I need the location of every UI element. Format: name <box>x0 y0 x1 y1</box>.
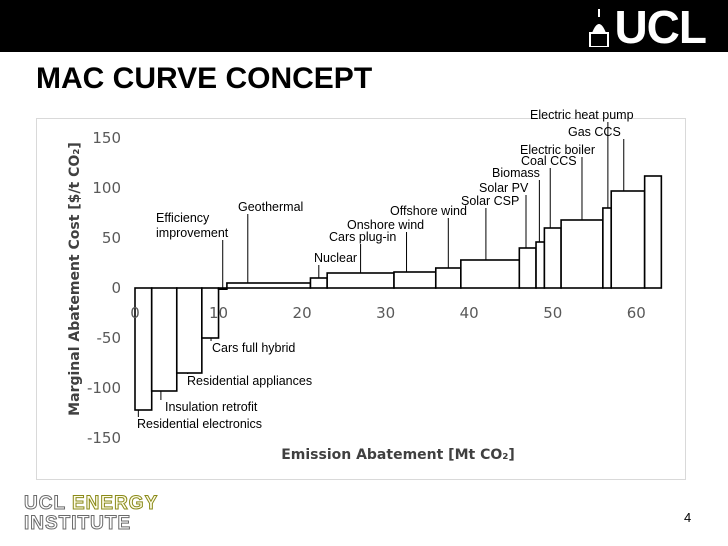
x-tick-label-1: 10 <box>209 304 228 322</box>
measure-label-8: Onshore wind <box>347 218 424 232</box>
measure-label-11: Solar PV <box>479 181 529 195</box>
bar-5 <box>226 282 312 289</box>
measure-label-0: Residential electronics <box>137 417 262 431</box>
y-axis-label: Marginal Abatement Cost [$/t CO₂] <box>67 142 83 416</box>
measure-label-10: Solar CSP <box>461 194 519 208</box>
chart-frame <box>36 118 686 480</box>
bar-12 <box>535 241 546 289</box>
measure-label-9: Offshore wind <box>390 204 467 218</box>
measure-label-16: Gas CCS <box>568 125 621 139</box>
ucl-logo-text: UCL <box>614 1 707 53</box>
bar-10 <box>460 259 521 289</box>
x-tick-label-3: 30 <box>376 304 395 322</box>
bar-6 <box>309 277 328 289</box>
x-tick-label-0: 0 <box>130 304 140 322</box>
x-tick-label-4: 40 <box>460 304 479 322</box>
bar-13 <box>543 227 562 289</box>
x-tick-label-5: 50 <box>543 304 562 322</box>
y-tick-label-5: -100 <box>87 379 121 397</box>
y-tick-label-2: 50 <box>102 229 121 247</box>
measure-label-12: Biomass <box>492 166 540 180</box>
bar-1 <box>150 287 178 392</box>
bar-17 <box>643 175 663 289</box>
bar-14 <box>560 219 604 289</box>
y-tick-label-6: -150 <box>87 429 121 447</box>
bar-7 <box>326 272 395 289</box>
measure-label-7: Cars plug-in <box>329 230 396 244</box>
measure-label-4: Efficiency improvement <box>156 211 229 240</box>
measure-label-5: Geothermal <box>238 200 303 214</box>
measure-label-2: Residential appliances <box>187 374 312 388</box>
measure-label-6: Nuclear <box>314 251 357 265</box>
ucl-energy-institute-logo: UCL ENERGY INSTITUTE <box>23 493 159 534</box>
ucl-logo: UCL <box>588 1 707 53</box>
bar-8 <box>393 271 437 289</box>
bar-16 <box>610 190 646 289</box>
footer-logo-institute: INSTITUTE <box>23 513 132 534</box>
bar-4 <box>217 287 228 291</box>
bar-3 <box>201 287 220 339</box>
axis-layer: 150 100 50 0 -50 -100 -150 0 10 20 30 40 50 60 Emissio… <box>67 129 646 463</box>
footer-logo-ucl: UCL <box>24 493 66 514</box>
measure-label-13: Coal CCS <box>521 154 577 168</box>
x-tick-label-6: 60 <box>627 304 646 322</box>
y-tick-label-3: 0 <box>111 279 121 297</box>
bar-11 <box>518 247 537 289</box>
bar-2 <box>175 287 203 374</box>
measure-label-15: Electric heat pump <box>530 108 634 122</box>
bar-15 <box>602 207 613 289</box>
measure-label-14: Electric boiler <box>520 143 595 157</box>
y-tick-label-0: 150 <box>92 129 121 147</box>
x-tick-label-2: 20 <box>293 304 312 322</box>
footer-logo-energy: ENERGY <box>71 493 159 514</box>
page-number: 4 <box>684 510 692 525</box>
labels-layer: Residential electronics Insulation retrof… <box>137 108 634 431</box>
top-bar: UCL <box>0 0 728 52</box>
y-tick-label-4: -50 <box>97 329 122 347</box>
measure-label-1: Insulation retrofit <box>165 400 258 414</box>
ucl-dome-icon <box>589 9 610 47</box>
x-axis-label: Emission Abatement [Mt CO₂] <box>281 447 515 463</box>
y-tick-label-1: 100 <box>92 179 121 197</box>
bars-layer <box>134 175 663 411</box>
measure-label-3: Cars full hybrid <box>212 341 295 355</box>
bar-9 <box>434 267 462 289</box>
slide-title: MAC CURVE CONCEPT <box>36 62 373 95</box>
